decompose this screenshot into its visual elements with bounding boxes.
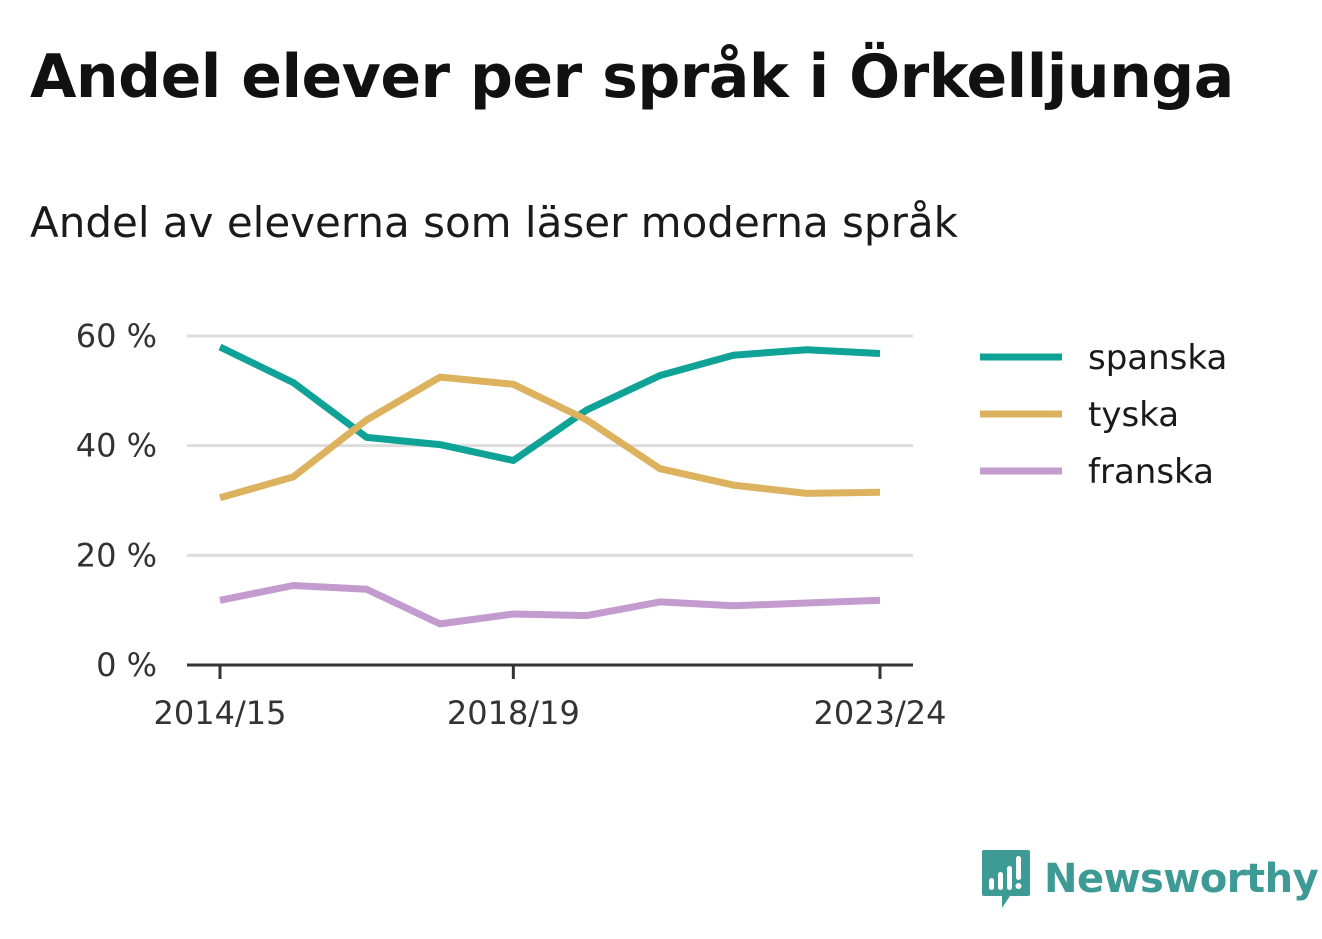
y-tick-label: 20 % [76,536,157,574]
legend-label-spanska: spanska [1088,338,1227,378]
legend-label-tyska: tyska [1088,395,1179,435]
y-tick-label: 40 % [76,427,157,465]
x-tick-label: 2023/24 [814,694,947,732]
x-tick-label: 2018/19 [447,694,580,732]
y-tick-label: 60 % [76,317,157,355]
series-lines [218,343,881,628]
legend-label-franska: franska [1088,452,1214,492]
newsworthy-logo-text: Newsworthy [1044,856,1319,902]
y-tick-label: 0 % [96,646,157,684]
chart-title: Andel elever per språk i Örkelljunga [30,42,1234,112]
series-line-franska [219,582,881,628]
grid-lines [187,334,913,557]
legend: spanska tyska franska [980,338,1227,492]
axes: 0 % 20 % 40 % 60 % 2014/15 2018/19 2023/24 [76,317,947,732]
series-line-tyska [219,373,881,502]
newsworthy-logo-icon [982,850,1030,908]
newsworthy-logo: Newsworthy [980,848,1319,910]
chart-subtitle: Andel av eleverna som läser moderna språ… [30,198,958,247]
series-line-spanska [218,343,881,464]
x-tick-label: 2014/15 [154,694,287,732]
